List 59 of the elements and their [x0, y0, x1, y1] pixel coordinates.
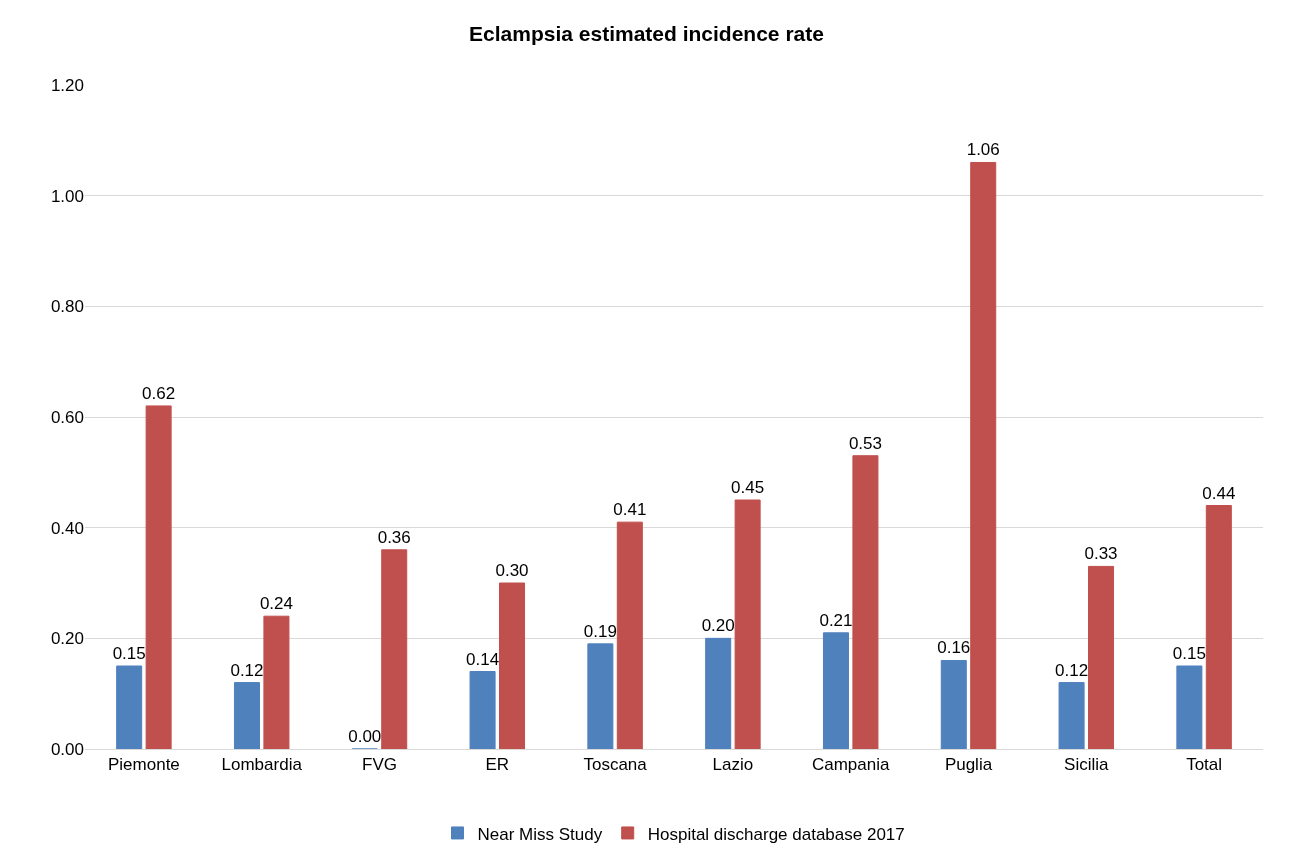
x-tick-label: Lombardia	[221, 755, 303, 775]
bar	[852, 455, 879, 749]
y-tick-label: 0.00	[50, 739, 84, 759]
data-label: 0.15	[1172, 644, 1206, 663]
bar	[145, 405, 172, 749]
bar	[469, 671, 496, 749]
x-tick-label: Campania	[811, 755, 890, 775]
legend-label: Near Miss Study	[477, 824, 603, 844]
y-tick-label: 1.20	[50, 75, 84, 95]
bar	[940, 659, 967, 749]
data-label: 0.33	[1084, 544, 1118, 564]
y-tick-label: 1.00	[50, 186, 84, 206]
bar	[705, 637, 732, 749]
bar	[1088, 565, 1115, 749]
x-tick-label: Lazio	[712, 755, 754, 775]
x-tick-label: Total	[1186, 755, 1223, 775]
y-tick-label: 0.60	[50, 407, 84, 427]
y-tick-label: 0.40	[50, 518, 84, 538]
data-label: 0.21	[819, 610, 853, 630]
data-label: 0.24	[259, 594, 293, 614]
y-tick-label: 0.80	[50, 297, 84, 317]
data-label: 0.00	[348, 727, 382, 746]
data-label: 0.12	[1055, 660, 1089, 680]
data-label: 0.36	[377, 527, 411, 547]
bar	[499, 582, 526, 749]
data-label: 0.19	[583, 621, 617, 641]
bar	[734, 499, 761, 749]
data-label: 0.53	[848, 433, 882, 453]
x-tick-label: Sicilia	[1064, 755, 1110, 775]
bar	[233, 682, 260, 749]
data-label: 0.14	[466, 649, 500, 669]
data-label: 0.20	[701, 616, 735, 636]
bar	[1176, 665, 1203, 749]
data-label: 0.15	[112, 644, 146, 663]
data-label: 1.06	[966, 140, 1000, 160]
x-tick-label: FVG	[362, 755, 397, 775]
bar	[822, 632, 849, 749]
x-tick-label: Piemonte	[107, 755, 180, 775]
chart-title: Eclampsia estimated incidence rate	[469, 21, 824, 45]
x-tick-label: Toscana	[583, 755, 648, 775]
bar	[1058, 682, 1085, 749]
data-label: 0.16	[937, 638, 971, 658]
bar	[381, 549, 408, 749]
bar	[616, 521, 643, 749]
data-label: 0.30	[495, 561, 529, 580]
data-label: 0.62	[142, 383, 176, 403]
bar	[587, 643, 614, 749]
legend-label: Hospital discharge database 2017	[647, 824, 905, 844]
data-label: 0.45	[731, 478, 765, 497]
data-label: 0.12	[230, 660, 264, 680]
x-tick-label: ER	[485, 755, 510, 775]
bar	[970, 161, 997, 749]
bar	[116, 665, 143, 749]
bar	[1205, 505, 1232, 749]
data-label: 0.44	[1202, 483, 1236, 503]
bar	[263, 615, 290, 749]
x-tick-label: Puglia	[944, 755, 993, 775]
y-tick-label: 0.20	[50, 629, 84, 649]
data-label: 0.41	[613, 500, 647, 520]
